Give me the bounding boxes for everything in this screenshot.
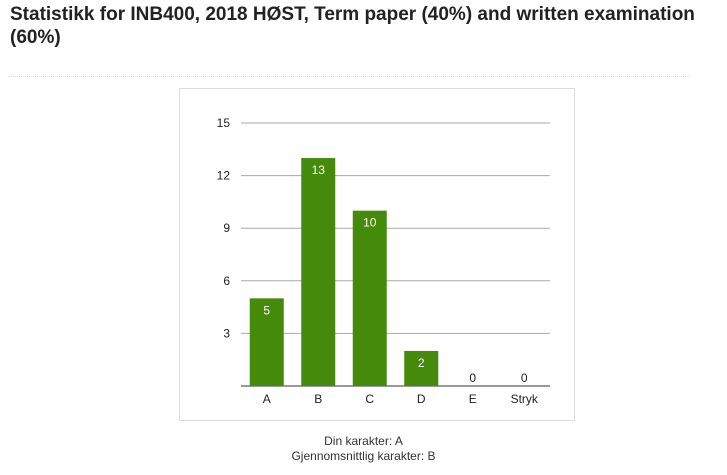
page-title: Statistikk for INB400, 2018 HØST, Term p… <box>10 4 695 48</box>
x-category-label: A <box>263 392 271 406</box>
bar <box>249 298 284 386</box>
y-tick-label: 6 <box>223 274 230 288</box>
bar <box>301 158 336 386</box>
bar-value-label: 13 <box>312 163 326 177</box>
y-tick-label: 3 <box>223 326 230 340</box>
y-tick-label: 12 <box>217 169 231 183</box>
bar-value-label: 5 <box>263 303 270 317</box>
y-tick-label: 9 <box>223 221 230 235</box>
title-divider <box>8 76 690 77</box>
average-grade-caption: Gjennomsnittlig karakter: B <box>291 449 436 463</box>
bar-value-label: 0 <box>521 371 528 385</box>
bar-value-label: 10 <box>363 216 377 230</box>
bar-value-label: 2 <box>418 356 425 370</box>
x-category-label: Stryk <box>511 392 539 406</box>
x-category-label: C <box>365 392 374 406</box>
x-category-label: E <box>469 392 477 406</box>
bar <box>352 210 387 386</box>
x-category-label: D <box>417 392 426 406</box>
x-category-label: B <box>314 392 322 406</box>
chart-canvas: 3 6 9 12 15 5 A 13 B 10 C 2 D 0 E 0 Stryk <box>217 116 550 406</box>
your-grade-caption: Din karakter: A <box>324 434 403 448</box>
bar <box>404 350 439 386</box>
y-tick-label: 15 <box>217 116 231 130</box>
bar-value-label: 0 <box>469 371 476 385</box>
grade-distribution-chart: 3 6 9 12 15 5 A 13 B 10 C 2 D 0 E 0 Stryk <box>179 88 575 421</box>
